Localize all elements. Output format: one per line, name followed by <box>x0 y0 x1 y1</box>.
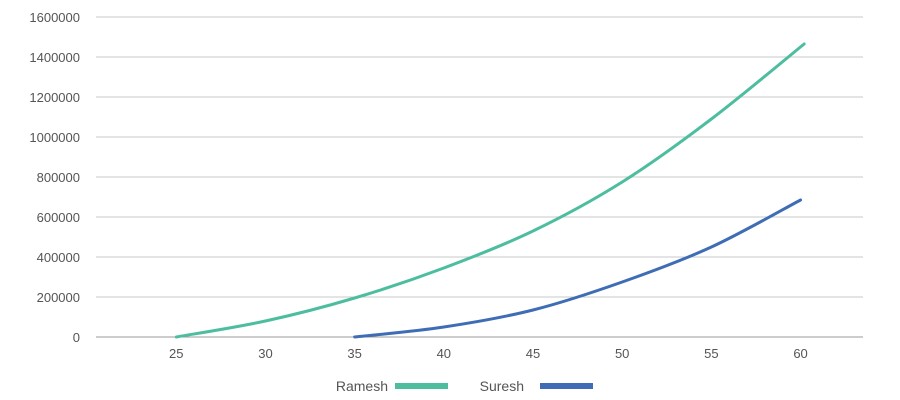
x-tick-label: 60 <box>793 346 807 361</box>
y-tick-label: 1400000 <box>29 50 80 65</box>
x-tick-label: 50 <box>615 346 629 361</box>
y-tick-label: 800000 <box>37 170 80 185</box>
legend-label: Suresh <box>480 378 524 394</box>
y-tick-label: 600000 <box>37 210 80 225</box>
legend-item-ramesh[interactable]: Ramesh <box>336 378 448 394</box>
x-axis-ticks: 25 30 35 40 45 50 55 60 <box>169 346 808 361</box>
legend-swatch <box>540 383 593 389</box>
y-tick-label: 1200000 <box>29 90 80 105</box>
legend: Ramesh Suresh <box>336 378 593 394</box>
legend-item-suresh[interactable]: Suresh <box>480 378 593 394</box>
x-tick-label: 55 <box>704 346 718 361</box>
series-line-ramesh <box>174 42 806 339</box>
legend-swatch <box>395 383 448 389</box>
x-tick-label: 35 <box>347 346 361 361</box>
x-tick-label: 30 <box>258 346 272 361</box>
x-tick-label: 45 <box>526 346 540 361</box>
y-tick-label: 200000 <box>37 290 80 305</box>
y-axis-ticks: 0 200000 400000 600000 800000 1000000 1200000 1… <box>29 10 80 345</box>
y-tick-label: 400000 <box>37 250 80 265</box>
y-tick-label: 1000000 <box>29 130 80 145</box>
legend-label: Ramesh <box>336 378 388 394</box>
series-lines <box>174 42 806 339</box>
series-line-suresh <box>353 198 803 339</box>
x-tick-label: 25 <box>169 346 183 361</box>
gridlines <box>96 16 863 338</box>
y-tick-label: 1600000 <box>29 10 80 25</box>
y-tick-label: 0 <box>73 330 80 345</box>
x-tick-label: 40 <box>437 346 451 361</box>
